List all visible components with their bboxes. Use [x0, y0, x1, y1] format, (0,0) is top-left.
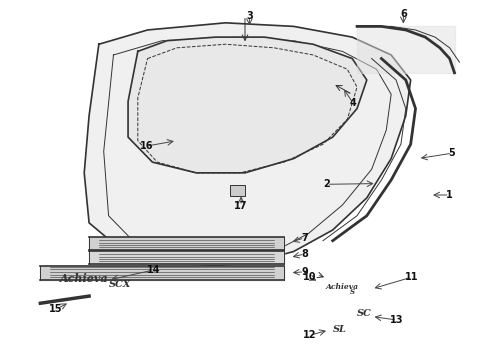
Text: 1: 1	[446, 190, 453, 200]
Text: SCX: SCX	[109, 280, 131, 289]
Polygon shape	[84, 23, 411, 266]
Text: 13: 13	[390, 315, 404, 325]
Text: 6: 6	[400, 9, 407, 19]
Text: 3: 3	[246, 11, 253, 21]
Text: S: S	[350, 288, 355, 296]
Text: SC: SC	[357, 309, 372, 318]
Text: 12: 12	[302, 330, 316, 341]
Text: 17: 17	[234, 201, 248, 211]
Text: 5: 5	[449, 148, 455, 158]
Text: Achieva: Achieva	[60, 273, 108, 284]
Text: 15: 15	[49, 304, 63, 314]
Text: Achieva: Achieva	[325, 283, 359, 291]
Text: 8: 8	[301, 249, 308, 259]
Text: 7: 7	[301, 233, 308, 243]
Text: 11: 11	[405, 272, 418, 282]
Text: 9: 9	[301, 267, 308, 277]
Text: 4: 4	[350, 98, 357, 108]
Bar	[230, 185, 245, 196]
Text: 10: 10	[302, 272, 316, 282]
Text: 16: 16	[140, 141, 153, 151]
Text: 2: 2	[323, 179, 330, 189]
Text: 14: 14	[147, 265, 160, 275]
Text: SL: SL	[333, 325, 346, 334]
Polygon shape	[128, 37, 367, 173]
